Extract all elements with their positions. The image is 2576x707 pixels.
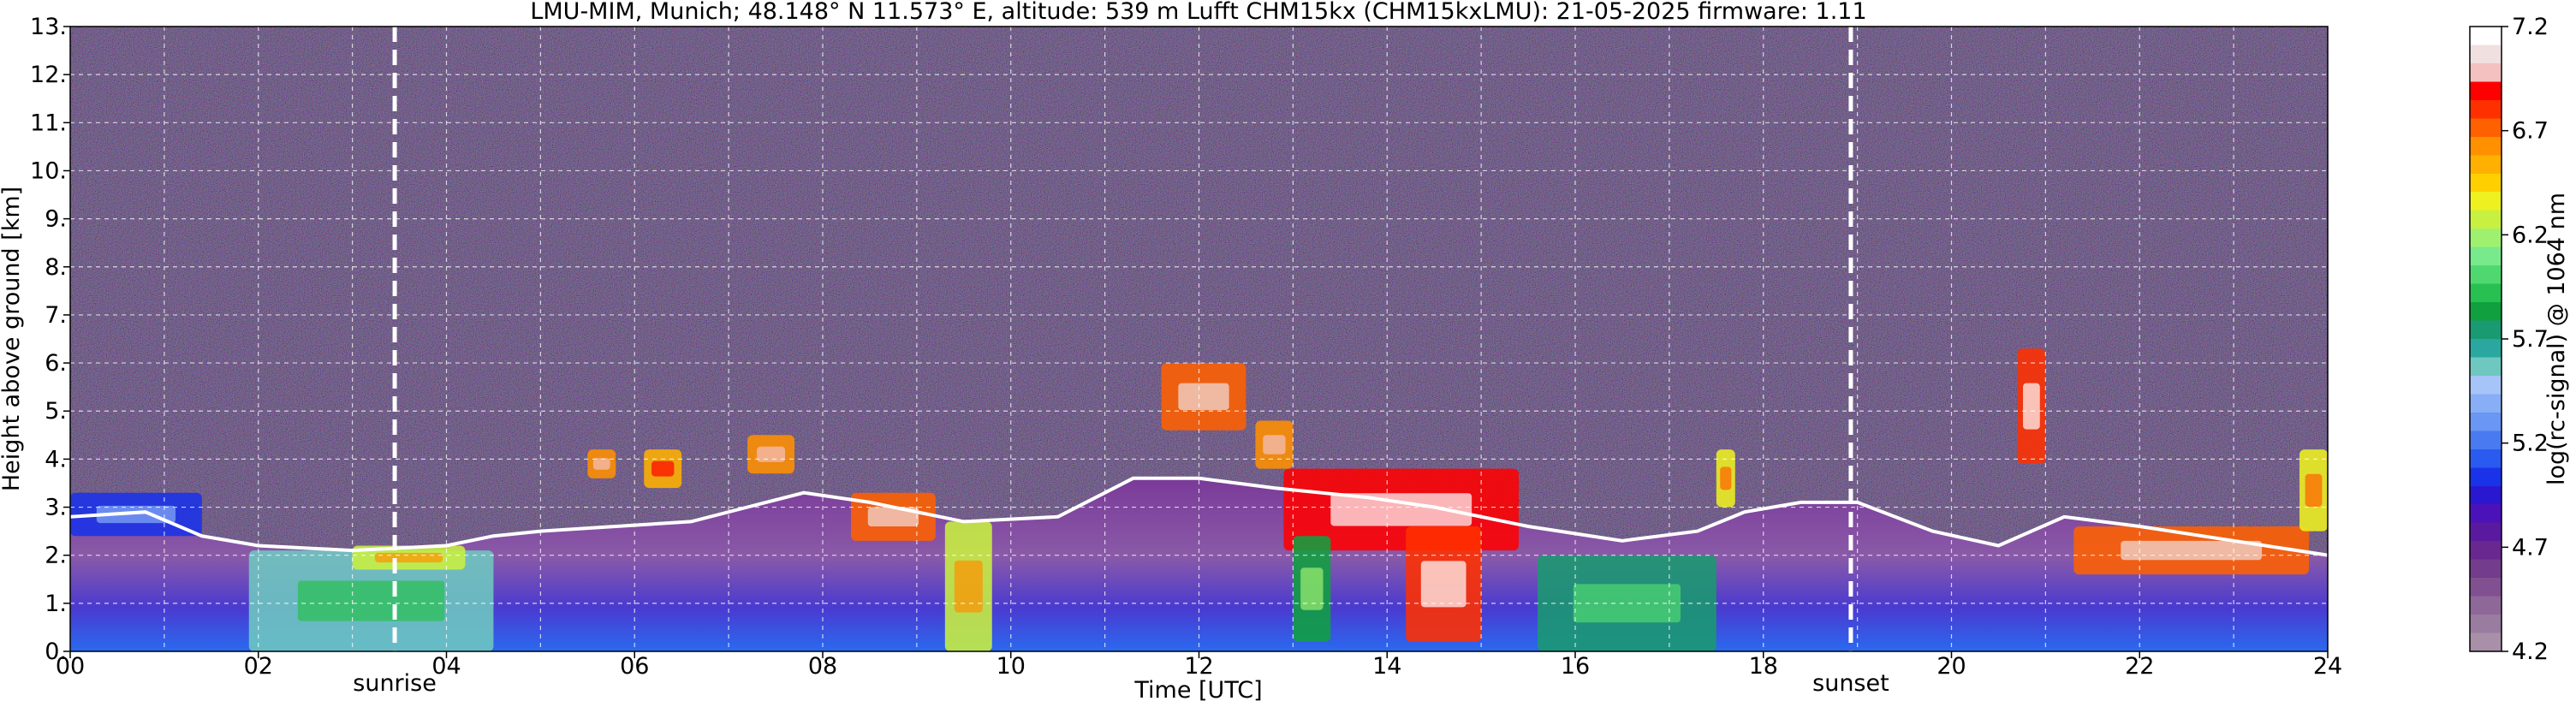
feature-core-2	[374, 552, 443, 563]
feature-core-5	[757, 446, 786, 462]
chart-title: LMU-MIM, Munich; 48.148° N 11.573° E, al…	[530, 0, 1866, 25]
colorbar: 4.2 4.7 5.2 5.7 6.2 6.7 7.2 log(rc-signal) @ 1…	[2469, 14, 2570, 665]
x-tick-label: 10	[996, 653, 1026, 680]
feature-core-17	[2305, 473, 2323, 507]
x-tick-label: 16	[1561, 653, 1590, 680]
y-axis: 0. 1. 2. 3. 4. 5. 6. 7. 8. 9. 10. 11. 12. 13.	[30, 14, 70, 665]
colorbar-tick-label: 6.7	[2512, 118, 2549, 145]
boundary-layer-signal	[70, 478, 2328, 651]
colorbar-tick-label: 7.2	[2512, 14, 2549, 40]
aerosol-cloud-features	[70, 348, 2328, 651]
x-tick-label: 20	[1936, 653, 1966, 680]
colorbar-tick-label: 4.7	[2512, 534, 2549, 561]
x-tick-label: 24	[2313, 653, 2342, 680]
y-tick-label: 10.	[30, 157, 67, 184]
x-tick-label: 00	[56, 653, 85, 680]
y-tick-label: 11.	[30, 110, 67, 136]
feature-core-8	[1178, 383, 1229, 411]
sunset-label: sunset	[1812, 670, 1889, 697]
y-tick-label: 13.	[30, 14, 67, 40]
feature-core-1	[297, 580, 445, 621]
y-tick-label: 8.	[45, 254, 67, 281]
y-tick-label: 3.	[45, 495, 67, 521]
feature-core-0	[96, 505, 176, 524]
colorbar-tick-label: 5.2	[2512, 431, 2549, 457]
feature-core-4	[651, 460, 675, 477]
colorbar-scale	[2469, 26, 2502, 652]
y-tick-label: 5.	[45, 398, 67, 425]
colorbar-ticks: 4.2 4.7 5.2 5.7 6.2 6.7 7.2	[2502, 14, 2549, 665]
y-axis-label: Height above ground [km]	[0, 187, 25, 491]
sun-markers	[392, 27, 1853, 651]
x-tick-label: 04	[431, 653, 461, 680]
colorbar-tick-label: 6.2	[2512, 222, 2549, 248]
x-tick-label: 12	[1184, 653, 1213, 680]
feature-core-15	[2023, 383, 2040, 430]
y-tick-label: 12.	[30, 62, 67, 88]
feature-core-10	[1330, 493, 1472, 526]
feature-core-7	[954, 560, 983, 613]
feature-core-16	[2121, 540, 2263, 561]
y-tick-label: 0.	[45, 639, 67, 665]
feature-core-13	[1573, 584, 1681, 623]
grid	[70, 27, 2328, 651]
x-tick-label: 08	[808, 653, 837, 680]
y-tick-label: 2.	[45, 543, 67, 569]
feature-core-6	[867, 507, 919, 526]
colorbar-tick-label: 4.2	[2512, 639, 2549, 665]
x-tick-label: 14	[1372, 653, 1401, 680]
feature-core-3	[592, 458, 610, 470]
y-tick-label: 4.	[45, 446, 67, 472]
plot-area	[70, 27, 2328, 651]
x-axis: 00 02 04 06 08 10 12 14 16 18 20 22 24	[56, 651, 2342, 680]
x-axis-label: Time [UTC]	[1133, 677, 1262, 704]
colorbar-label: log(rc-signal) @ 1064 nm	[2543, 193, 2570, 485]
sunrise-label: sunrise	[353, 670, 437, 697]
feature-core-9	[1263, 435, 1286, 454]
feature-core-11	[1300, 567, 1324, 610]
x-tick-label: 18	[1749, 653, 1778, 680]
feature-core-12	[1420, 561, 1466, 608]
x-tick-label: 22	[2125, 653, 2154, 680]
x-tick-label: 02	[244, 653, 273, 680]
y-tick-label: 7.	[45, 302, 67, 329]
x-tick-label: 06	[620, 653, 649, 680]
y-tick-label: 6.	[45, 350, 67, 377]
y-tick-label: 1.	[45, 591, 67, 617]
sun-marker-labels: sunrise sunset	[353, 670, 1889, 697]
cloud-base-edge	[70, 476, 2328, 557]
colorbar-tick-label: 5.7	[2512, 326, 2549, 353]
feature-core-14	[1720, 466, 1732, 490]
y-tick-label: 9.	[45, 206, 67, 233]
